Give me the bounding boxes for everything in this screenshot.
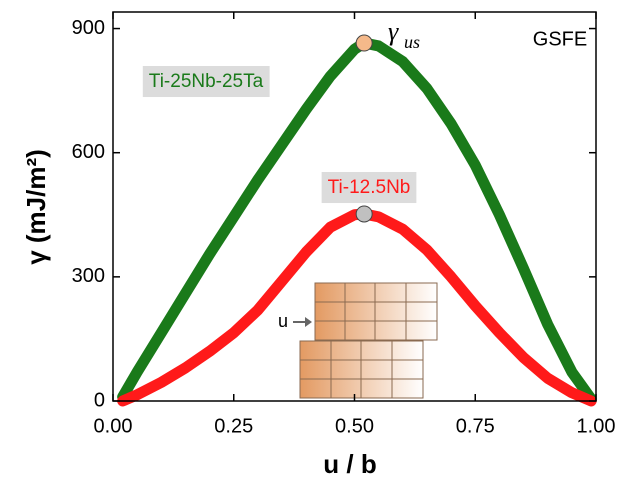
- series-label: Ti-25Nb-25Ta: [149, 71, 264, 92]
- series-label-box: [321, 172, 417, 204]
- x-tick-label: 0.00: [94, 415, 133, 437]
- y-tick-label: 900: [72, 17, 105, 39]
- peak-marker: [355, 34, 373, 52]
- x-tick-label: 0.50: [335, 415, 374, 437]
- inset-label: u: [278, 311, 288, 331]
- series-label: Ti-12.5Nb: [328, 177, 411, 198]
- inset-diagram: [293, 282, 438, 399]
- y-tick-label: 300: [72, 265, 105, 287]
- y-tick-label: 0: [94, 389, 105, 411]
- series-label-box: [142, 66, 270, 98]
- y-tick-label: 600: [72, 141, 105, 163]
- x-axis-label: u / b: [323, 449, 376, 479]
- x-tick-label: 0.75: [456, 415, 495, 437]
- peak-label-subscript: us: [404, 32, 420, 52]
- y-axis-label: γ (mJ/m²): [21, 149, 51, 265]
- peak-label: γ: [388, 17, 399, 46]
- corner-label: GSFE: [533, 28, 587, 50]
- x-tick-label: 1.00: [577, 415, 616, 437]
- x-tick-label: 0.25: [214, 415, 253, 437]
- peak-marker: [355, 205, 373, 223]
